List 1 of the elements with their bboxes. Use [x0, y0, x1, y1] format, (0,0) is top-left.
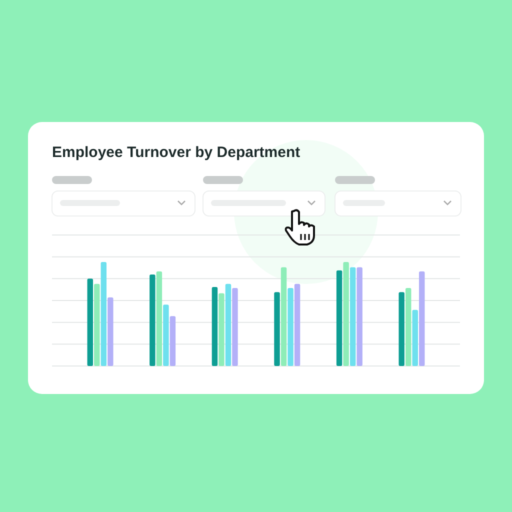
chart-title: Employee Turnover by Department — [52, 144, 300, 161]
